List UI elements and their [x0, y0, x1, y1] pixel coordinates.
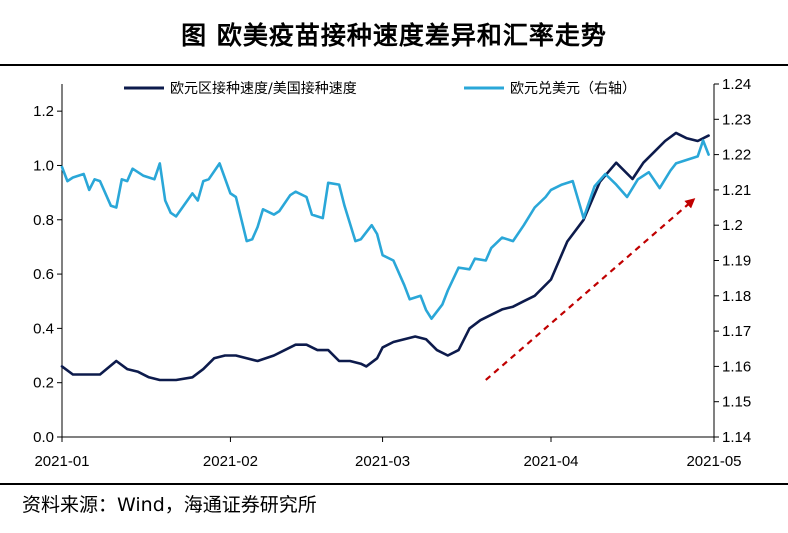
- right-tick-label: 1.19: [722, 253, 751, 270]
- left-tick-label: 0.0: [33, 429, 54, 446]
- x-tick-label: 2021-02: [203, 453, 258, 470]
- x-tick-label: 2021-05: [686, 453, 741, 470]
- right-tick-label: 1.17: [722, 323, 751, 340]
- right-tick-label: 1.14: [722, 429, 751, 446]
- left-tick-label: 0.2: [33, 375, 54, 392]
- series-line-eurusd: [60, 139, 710, 320]
- axes: [61, 84, 715, 438]
- series-line-ratio: [60, 131, 710, 382]
- left-tick-label: 0.6: [33, 266, 54, 283]
- legend: 欧元区接种速度/美国接种速度 欧元兑美元（右轴）: [124, 80, 636, 97]
- trend-arrow-line: [485, 198, 696, 381]
- right-tick-label: 1.24: [722, 76, 751, 93]
- right-tick-label: 1.16: [722, 358, 751, 375]
- x-axis-ticks: 2021-01 2021-02 2021-03 2021-04 2021-05: [34, 437, 742, 470]
- left-tick-label: 1.2: [33, 103, 54, 120]
- chart-area: 欧元区接种速度/美国接种速度 欧元兑美元（右轴） 0.0 0.2 0.4 0.6 0.8…: [33, 76, 751, 470]
- right-tick-label: 1.22: [722, 147, 751, 164]
- trend-arrow: [485, 198, 696, 381]
- title-bar: 图 欧美疫苗接种速度差异和汇率走势: [0, 0, 788, 64]
- footer-rule: [0, 483, 788, 485]
- chart-title: 图 欧美疫苗接种速度差异和汇率走势: [181, 21, 607, 50]
- right-tick-label: 1.2: [722, 217, 743, 234]
- left-tick-label: 0.8: [33, 212, 54, 229]
- series-lines: [60, 131, 710, 382]
- legend-label-ratio: 欧元区接种速度/美国接种速度: [170, 80, 357, 97]
- x-tick-label: 2021-04: [523, 453, 578, 470]
- left-axis-ticks: 0.0 0.2 0.4 0.6 0.8 1.0 1.2: [33, 103, 62, 446]
- right-tick-label: 1.21: [722, 182, 751, 199]
- left-tick-label: 1.0: [33, 157, 54, 174]
- source-note: 资料来源：Wind，海通证券研究所: [22, 494, 317, 516]
- x-tick-label: 2021-03: [355, 453, 410, 470]
- right-tick-label: 1.23: [722, 111, 751, 128]
- left-tick-label: 0.4: [33, 320, 54, 337]
- title-rule: [0, 64, 788, 66]
- legend-label-eurusd: 欧元兑美元（右轴）: [510, 81, 636, 97]
- right-axis-ticks: 1.14 1.15 1.16 1.17 1.18 1.19 1.2 1.21 1.22 1.23 1…: [714, 76, 751, 446]
- x-tick-label: 2021-01: [34, 453, 89, 470]
- right-tick-label: 1.18: [722, 288, 751, 305]
- right-tick-label: 1.15: [722, 394, 751, 411]
